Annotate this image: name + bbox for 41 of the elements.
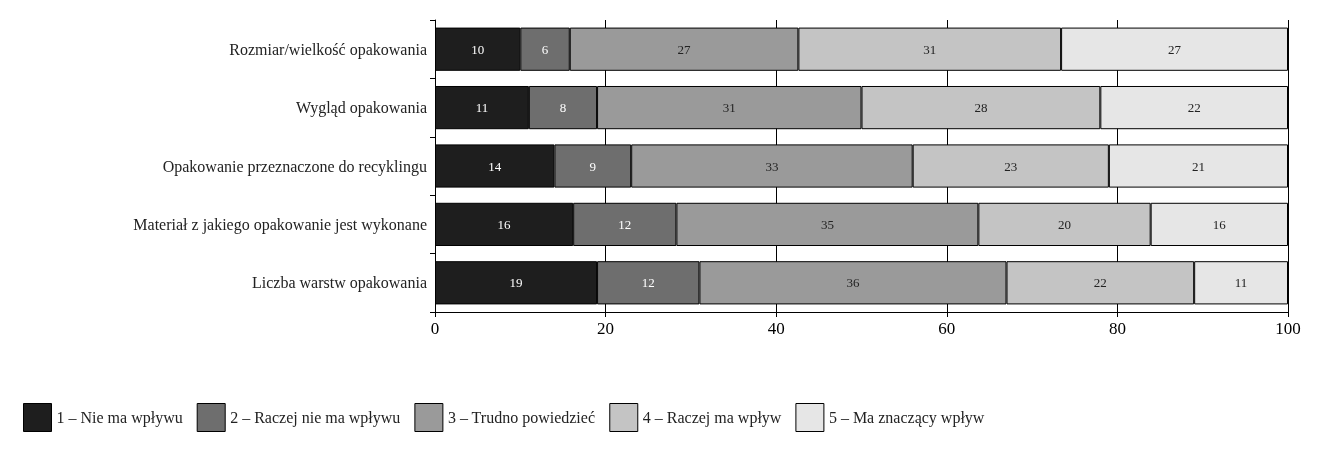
- x-tick-label: 20: [597, 319, 615, 338]
- data-label: 33: [765, 158, 779, 174]
- data-label: 12: [641, 275, 655, 291]
- y-tick-label: Materiał z jakiego opakowanie jest wykonane: [133, 215, 427, 234]
- y-tick-label: Rozmiar/wielkość opakowania: [229, 40, 427, 59]
- data-label: 9: [589, 158, 597, 174]
- data-label: 14: [488, 158, 502, 174]
- data-label: 8: [559, 100, 567, 116]
- y-tick-label: Liczba warstw opakowania: [251, 274, 427, 293]
- x-tick-label: 80: [1108, 319, 1126, 338]
- data-label: 27: [677, 41, 692, 57]
- data-label: 16: [1212, 216, 1227, 232]
- legend-label: 5 – Ma znaczący wpływ: [828, 409, 985, 427]
- y-tick-label: Wygląd opakowania: [296, 99, 427, 118]
- data-label: 11: [1234, 275, 1248, 291]
- data-label: 6: [541, 41, 549, 57]
- legend-label: 4 – Raczej ma wpływ: [642, 409, 782, 427]
- legend-label: 3 – Trudno powiedzieć: [447, 409, 595, 427]
- data-label: 22: [1187, 100, 1201, 116]
- legend-label: 2 – Raczej nie ma wpływu: [230, 409, 401, 427]
- data-label: 10: [471, 41, 485, 57]
- data-label: 23: [1004, 158, 1018, 174]
- data-label: 11: [475, 100, 489, 116]
- y-tick-label: Opakowanie przeznaczone do recyklingu: [162, 157, 427, 176]
- data-label: 31: [722, 100, 736, 116]
- data-label: 19: [509, 275, 523, 291]
- data-label: 36: [846, 275, 860, 291]
- data-label: 12: [618, 216, 632, 232]
- data-label: 20: [1058, 216, 1072, 232]
- data-label: 35: [820, 216, 834, 232]
- data-label: 16: [497, 216, 512, 232]
- x-tick-label: 100: [1275, 319, 1301, 338]
- x-tick-label: 0: [430, 319, 440, 338]
- x-tick-label: 40: [767, 319, 785, 338]
- legend-label: 1 – Nie ma wpływu: [56, 409, 183, 427]
- data-label: 27: [1168, 41, 1182, 57]
- x-tick-label: 60: [938, 319, 956, 338]
- data-label: 28: [974, 100, 988, 116]
- data-label: 31: [923, 41, 937, 57]
- data-label: 21: [1191, 158, 1205, 174]
- data-label: 22: [1093, 275, 1107, 291]
